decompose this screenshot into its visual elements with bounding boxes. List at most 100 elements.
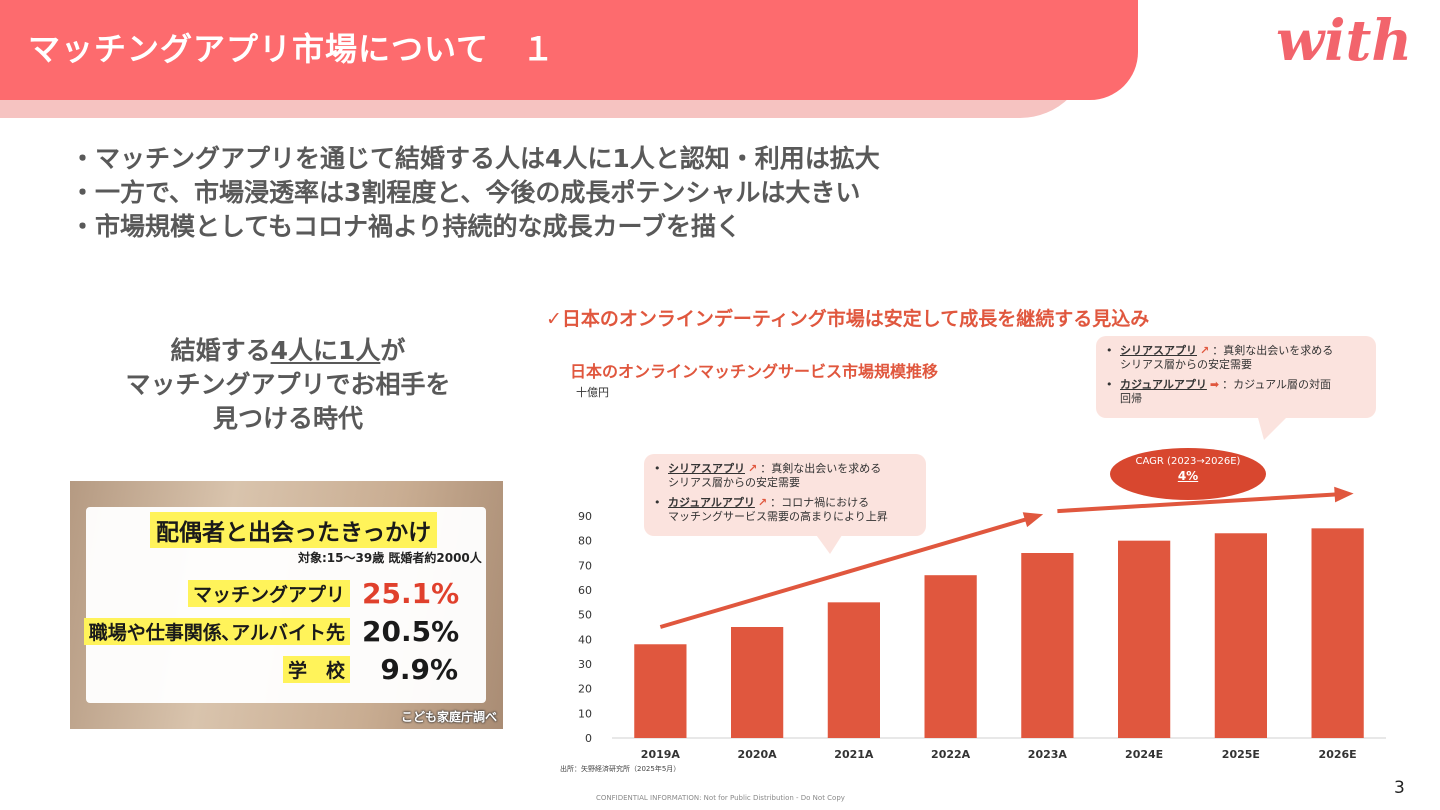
y-tick-label: 80 xyxy=(578,535,592,548)
y-ticks-layer: 0 10 20 30 40 50 60 70 80 90 xyxy=(578,510,592,745)
page-number: 3 xyxy=(1394,778,1405,798)
x-tick-label: 2020A xyxy=(738,748,778,761)
bullet-item: ・市場規模としてもコロナ禍より持続的な成長カーブを描く xyxy=(70,212,742,241)
callout-tail xyxy=(814,532,844,554)
callout-text: ：真剣な出会いを求める xyxy=(760,462,882,475)
callout-text: ：真剣な出会いを求める xyxy=(1212,344,1334,357)
survey-row: マッチングアプリ 25.1% xyxy=(187,577,460,610)
bullet-list: ・マッチングアプリを通じて結婚する人は4人に1人と認知・利用は拡大 ・一方で、市… xyxy=(70,142,880,244)
arrow-up-icon: ↗ xyxy=(748,462,758,475)
survey-row: 学 校 9.9% xyxy=(282,653,458,686)
callout-key: シリアスアプリ xyxy=(1120,344,1197,357)
bar-2023A xyxy=(1021,553,1074,738)
survey-row-value: 20.5% xyxy=(362,615,460,648)
bar-2026E xyxy=(1311,528,1364,738)
survey-row-value: 25.1% xyxy=(362,577,460,610)
arrow-up-icon: ↗ xyxy=(757,496,768,509)
callout-text: シリアス層からの安定需要 xyxy=(668,476,800,489)
caption-line-1: 結婚する4人に1人が xyxy=(90,334,486,368)
callout-text: マッチングサービス需要の高まりにより上昇 xyxy=(668,510,888,523)
x-tick-label: 2026E xyxy=(1319,748,1357,761)
trend-arrow-steady xyxy=(1057,486,1354,514)
y-tick-label: 30 xyxy=(578,658,592,671)
callout-item: カジュアルアプリ↗：コロナ禍における マッチングサービス需要の高まりにより上昇 xyxy=(654,496,916,524)
bar-2025E xyxy=(1214,533,1267,738)
bar-chart: 0 10 20 30 40 50 60 70 80 90 2019A 2020A 2021A 2022A… xyxy=(578,486,1386,761)
y-tick-label: 40 xyxy=(578,633,592,646)
chart-headline: ✓日本のオンラインデーティング市場は安定して成長を継続する見込み xyxy=(546,308,1150,330)
bullet-item: ・一方で、市場浸透率は3割程度と、今後の成長ポテンシャルは大きい xyxy=(70,178,861,207)
y-tick-label: 60 xyxy=(578,584,592,597)
logo-text: with xyxy=(1276,10,1412,72)
cagr-badge: CAGR (2023→2026E) 4% xyxy=(1110,448,1266,500)
callout-item: シリアスアプリ↗：真剣な出会いを求める シリアス層からの安定需要 xyxy=(1106,344,1366,372)
callout-text: ：コロナ禍における xyxy=(770,496,870,509)
y-tick-label: 70 xyxy=(578,559,592,572)
trend-arrow-growth-shaft xyxy=(659,514,1038,629)
caption-block: 結婚する4人に1人が マッチングアプリでお相手を 見つける時代 xyxy=(90,334,486,436)
callout-text: シリアス層からの安定需要 xyxy=(1120,358,1252,371)
survey-source: こども家庭庁調べ xyxy=(400,710,497,724)
x-tick-label: 2019A xyxy=(641,748,681,761)
bar-2024E xyxy=(1118,540,1171,738)
x-tick-label: 2023A xyxy=(1028,748,1068,761)
cagr-value: 4% xyxy=(1177,469,1199,483)
callout-key: カジュアルアプリ xyxy=(1120,378,1207,391)
with-logo: with xyxy=(1276,10,1412,72)
survey-row-label: マッチングアプリ xyxy=(187,580,350,607)
callout-text: ：カジュアル層の対面 xyxy=(1222,378,1332,391)
market-chart-panel: 0 10 20 30 40 50 60 70 80 90 2019A 2020A 2021A 2022A… xyxy=(540,296,1400,782)
arrow-right-icon: ➡ xyxy=(1209,378,1220,391)
callout-item: カジュアルアプリ➡：カジュアル層の対面 回帰 xyxy=(1106,378,1366,406)
chart-source: 出所：矢野経済研究所（2025年5月） xyxy=(560,765,681,773)
caption-text: 結婚する xyxy=(170,336,271,365)
bar-2022A xyxy=(924,575,977,738)
y-tick-label: 20 xyxy=(578,683,592,696)
trend-arrow-steady-shaft xyxy=(1057,491,1348,514)
bar-2021A xyxy=(827,602,880,738)
survey-row-label: 学 校 xyxy=(282,656,350,683)
y-tick-label: 90 xyxy=(578,510,592,523)
survey-image: 配偶者と出会ったきっかけ 対象:15～39歳 既婚者約2000人 マッチングアプ… xyxy=(70,481,503,729)
bar-2019A xyxy=(634,644,687,738)
chart-title: 日本のオンラインマッチングサービス市場規模推移 xyxy=(570,362,939,381)
bullet-item: ・マッチングアプリを通じて結婚する人は4人に1人と認知・利用は拡大 xyxy=(70,144,880,173)
callout-text: 回帰 xyxy=(1120,392,1142,405)
survey-subtitle: 対象:15～39歳 既婚者約2000人 xyxy=(298,551,482,565)
survey-card: 配偶者と出会ったきっかけ 対象:15～39歳 既婚者約2000人 マッチングアプ… xyxy=(83,507,486,703)
trend-arrow-growth xyxy=(659,512,1044,629)
trend-arrow-growth-head xyxy=(1022,512,1044,528)
callout-current: シリアスアプリ↗：真剣な出会いを求める シリアス層からの安定需要 カジュアルアプ… xyxy=(1096,336,1376,418)
arrow-up-icon: ↗ xyxy=(1200,344,1210,357)
x-tick-label: 2022A xyxy=(931,748,971,761)
x-labels-layer: 2019A 2020A 2021A 2022A 2023A 2024E 2025E 2026E xyxy=(641,748,1357,761)
y-tick-label: 0 xyxy=(585,732,592,745)
y-tick-label: 50 xyxy=(578,609,592,622)
trend-arrows-layer xyxy=(659,486,1354,629)
trend-arrow-steady-head xyxy=(1334,486,1354,503)
confidential-note: CONFIDENTIAL INFORMATION: Not for Public… xyxy=(596,794,845,802)
survey-row-value: 9.9% xyxy=(380,653,458,686)
survey-row: 職場や仕事関係､アルバイト先 20.5% xyxy=(83,615,460,648)
x-tick-label: 2021A xyxy=(834,748,874,761)
callout-key: カジュアルアプリ xyxy=(668,496,755,509)
callout-covid: シリアスアプリ↗：真剣な出会いを求める シリアス層からの安定需要 カジュアルアプ… xyxy=(644,454,926,536)
x-tick-label: 2024E xyxy=(1125,748,1163,761)
callout-tail xyxy=(1258,418,1286,440)
page-title: マッチングアプリ市場について １ xyxy=(28,30,556,68)
x-tick-label: 2025E xyxy=(1222,748,1260,761)
cagr-label: CAGR (2023→2026E) xyxy=(1135,456,1241,467)
callout-key: シリアスアプリ xyxy=(668,462,745,475)
survey-row-label: 職場や仕事関係､アルバイト先 xyxy=(83,618,350,645)
caption-line-2: マッチングアプリでお相手を xyxy=(125,370,451,399)
bars-layer xyxy=(612,528,1386,739)
caption-emphasis: 4人に1人 xyxy=(270,336,381,365)
header-band: マッチングアプリ市場について １ xyxy=(0,0,1138,100)
y-tick-label: 10 xyxy=(578,707,592,720)
bar-2020A xyxy=(731,627,784,738)
caption-line-3: 見つける時代 xyxy=(212,404,363,433)
survey-title: 配偶者と出会ったきっかけ xyxy=(150,512,438,548)
caption-text: が xyxy=(380,336,406,365)
callout-item: シリアスアプリ↗：真剣な出会いを求める シリアス層からの安定需要 xyxy=(654,462,916,490)
chart-unit-label: 十億円 xyxy=(576,386,609,399)
